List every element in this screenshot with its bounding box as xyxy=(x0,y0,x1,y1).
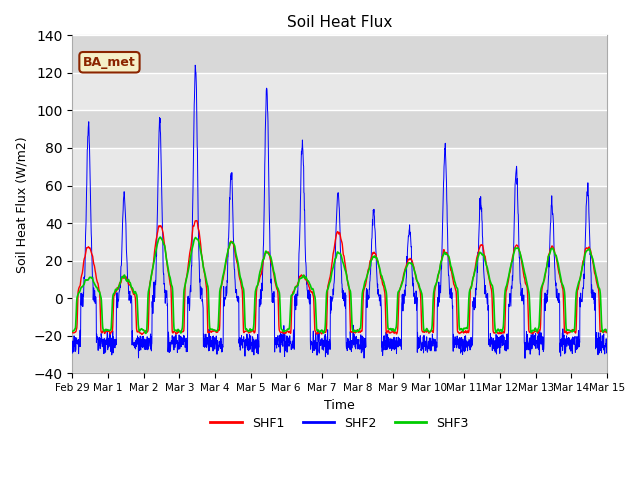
Title: Soil Heat Flux: Soil Heat Flux xyxy=(287,15,392,30)
SHF3 xyxy=(603,329,611,335)
SHF3 xyxy=(68,328,76,334)
SHF2 xyxy=(367,264,374,269)
SHF3 xyxy=(156,234,164,240)
SHF1 xyxy=(68,330,76,336)
Bar xyxy=(72,336,607,373)
SHF3 xyxy=(142,331,150,336)
Bar xyxy=(72,261,607,298)
Line: SHF3: SHF3 xyxy=(72,237,607,334)
SHF3 xyxy=(571,318,579,324)
SHF3 xyxy=(355,326,363,332)
SHF2 xyxy=(191,62,199,68)
SHF2 xyxy=(355,346,363,351)
SHF1 xyxy=(603,329,611,335)
Line: SHF2: SHF2 xyxy=(72,65,607,358)
SHF1 xyxy=(138,332,146,337)
SHF1 xyxy=(571,329,579,335)
Bar xyxy=(72,298,607,336)
SHF1 xyxy=(355,329,363,335)
Bar xyxy=(72,36,607,73)
Legend: SHF1, SHF2, SHF3: SHF1, SHF2, SHF3 xyxy=(205,412,474,435)
SHF1 xyxy=(495,331,503,336)
SHF2 xyxy=(218,349,225,355)
SHF2 xyxy=(521,355,529,361)
SHF3 xyxy=(367,258,375,264)
Bar xyxy=(72,73,607,110)
SHF3 xyxy=(495,328,503,334)
Bar xyxy=(72,223,607,261)
SHF1 xyxy=(218,281,226,287)
Line: SHF1: SHF1 xyxy=(72,221,607,335)
Bar xyxy=(72,148,607,186)
Bar xyxy=(72,110,607,148)
SHF1 xyxy=(556,276,564,281)
Y-axis label: Soil Heat Flux (W/m2): Soil Heat Flux (W/m2) xyxy=(15,136,28,273)
SHF3 xyxy=(218,279,226,285)
SHF1 xyxy=(367,256,375,262)
SHF2 xyxy=(571,334,579,339)
SHF2 xyxy=(603,341,611,347)
SHF2 xyxy=(495,335,503,341)
Bar xyxy=(72,186,607,223)
SHF1 xyxy=(193,218,200,224)
X-axis label: Time: Time xyxy=(324,398,355,412)
SHF3 xyxy=(556,272,564,277)
SHF2 xyxy=(556,340,564,346)
SHF2 xyxy=(68,350,76,356)
Text: BA_met: BA_met xyxy=(83,56,136,69)
